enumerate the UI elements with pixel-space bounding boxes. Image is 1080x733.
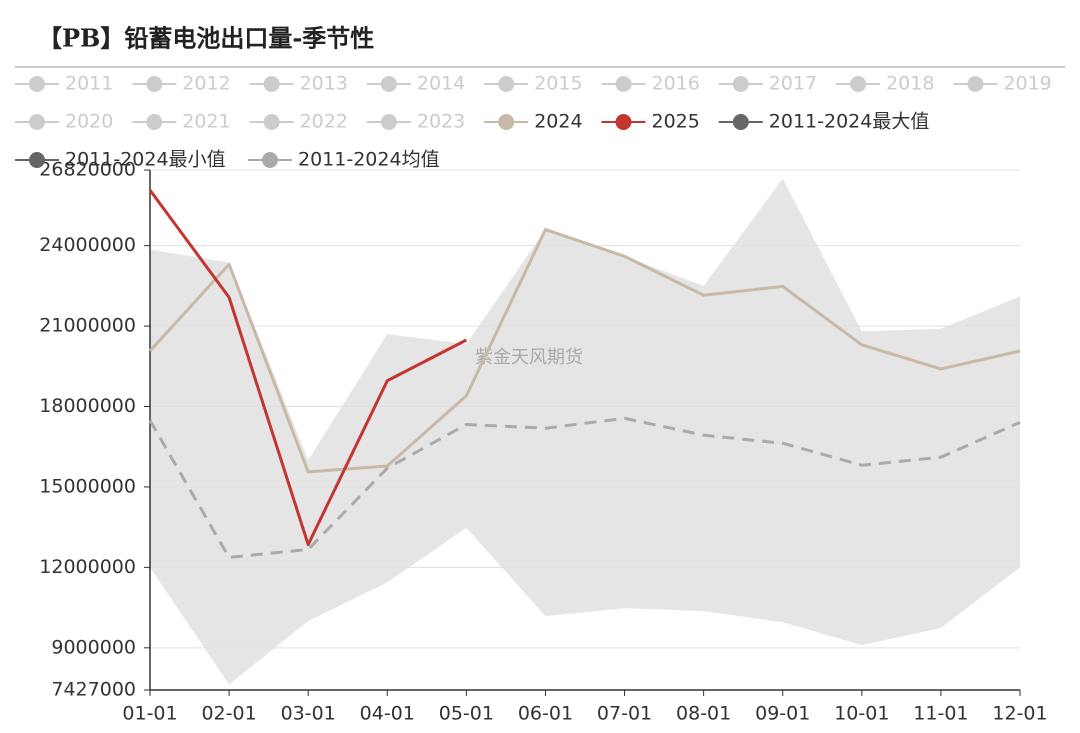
x-tick-label: 05-01: [439, 703, 494, 725]
x-tick-label: 04-01: [360, 703, 415, 725]
legend-marker: [380, 76, 397, 92]
x-tick-label: 03-01: [281, 703, 336, 725]
series-line: [148, 416, 1021, 559]
x-tick-label: 07-01: [597, 703, 652, 725]
watermark: 紫金天风期货: [475, 347, 583, 368]
legend-label: 2012: [182, 73, 230, 95]
legend-label: 2020: [65, 111, 113, 133]
x-tick-label: 01-01: [122, 703, 177, 725]
y-tick-label: 24000000: [39, 234, 136, 256]
legend-label: 2023: [417, 111, 465, 133]
legend-marker: [967, 76, 984, 92]
legend-marker: [29, 114, 45, 130]
y-tick-label: 26820000: [39, 159, 136, 181]
legend-label: 2017: [769, 73, 817, 95]
legend-label: 2014: [417, 73, 465, 95]
legend-label: 2011-2024最小值: [65, 149, 226, 171]
legend-marker: [29, 76, 45, 92]
y-tick-label: 7427000: [51, 679, 136, 701]
series-line: [148, 189, 468, 547]
chart-title: 【PB】铅蓄电池出口量-季节性: [38, 24, 374, 53]
legend-label: 2011: [65, 73, 113, 95]
legend-marker: [615, 114, 632, 130]
legend-label: 2025: [652, 111, 700, 133]
legend-label: 2021: [182, 111, 230, 133]
legend-marker: [263, 114, 280, 130]
y-tick-label: 15000000: [39, 475, 136, 497]
x-tick-label: 11-01: [913, 703, 968, 725]
legend-label: 2019: [1003, 73, 1051, 95]
x-tick-label: 12-01: [992, 703, 1047, 725]
legend-label: 2013: [300, 73, 348, 95]
legend-marker: [263, 76, 280, 92]
legend-marker: [262, 152, 278, 168]
x-tick-label: 10-01: [834, 703, 889, 725]
legend-label: 2022: [300, 111, 348, 133]
legend-marker: [146, 76, 163, 92]
y-tick-label: 12000000: [39, 556, 136, 578]
legend-marker: [850, 76, 867, 92]
y-tick-label: 9000000: [51, 636, 136, 658]
legend-label: 2024: [534, 111, 582, 133]
legend-marker: [146, 114, 163, 130]
legend-marker: [380, 114, 397, 130]
legend-label: 2011-2024最大值: [769, 111, 930, 133]
x-tick-label: 09-01: [755, 703, 810, 725]
legend-marker: [615, 76, 632, 92]
min-max-band: [150, 178, 1020, 685]
y-tick-label: 21000000: [39, 315, 136, 337]
y-tick-label: 18000000: [39, 395, 136, 417]
x-tick-label: 02-01: [201, 703, 256, 725]
legend-label: 2018: [886, 73, 934, 95]
legend-marker: [732, 114, 749, 130]
legend-label: 2015: [534, 73, 582, 95]
legend-marker: [498, 114, 515, 130]
legend-marker: [732, 76, 749, 92]
x-tick-label: 08-01: [676, 703, 731, 725]
legend-label: 2011-2024均值: [298, 149, 440, 171]
legend-marker: [29, 152, 45, 168]
x-tick-label: 06-01: [518, 703, 573, 725]
legend-label: 2016: [652, 73, 700, 95]
series-line: [148, 228, 1021, 474]
legend-marker: [498, 76, 515, 92]
